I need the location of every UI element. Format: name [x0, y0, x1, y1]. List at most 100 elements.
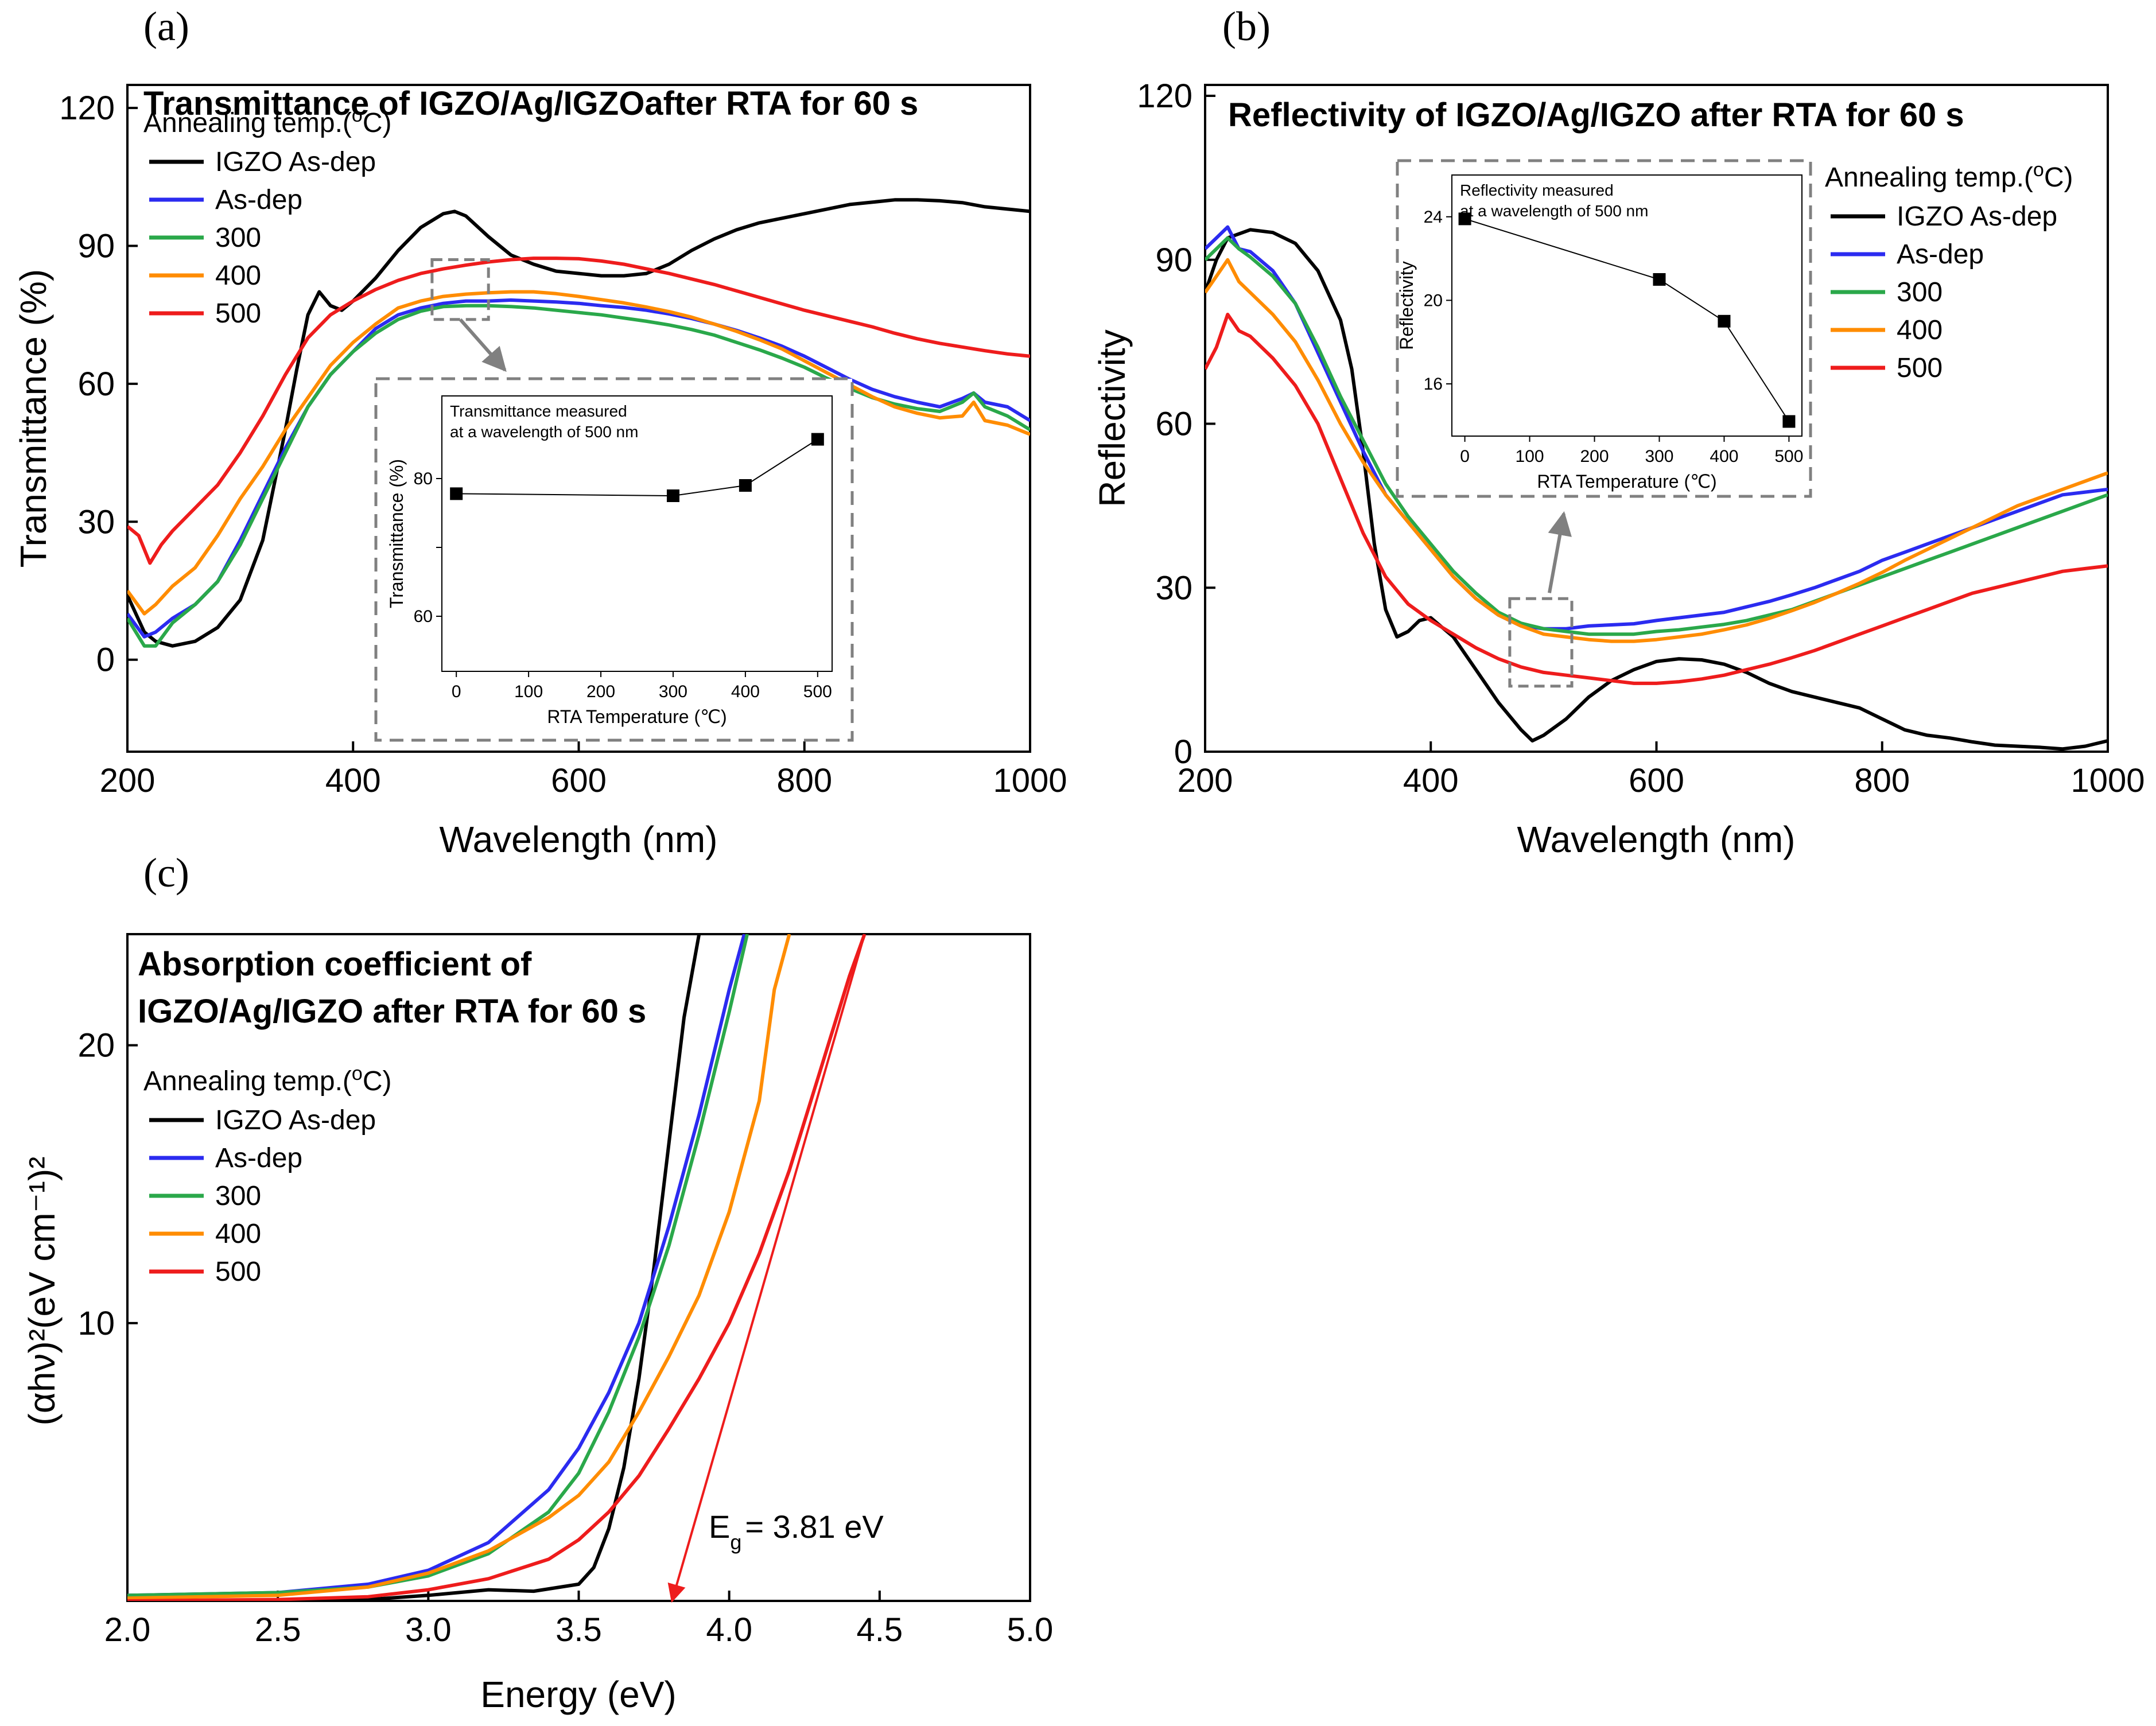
- inset-note-line1: Reflectivity measured: [1460, 181, 1614, 199]
- inset-y-tick-label: 60: [414, 607, 433, 626]
- panel-c-legend: Annealing temp.(oC) IGZO As-dep As-dep 300 4…: [143, 1063, 391, 1287]
- inset-y-tick-label: 16: [1424, 375, 1443, 394]
- x-tick-label: 400: [325, 762, 381, 799]
- inset-x-tick-label: 200: [1580, 447, 1609, 466]
- legend-label: As-dep: [215, 1143, 302, 1173]
- x-tick-label: 400: [1403, 762, 1459, 799]
- x-tick-label: 2.5: [255, 1611, 301, 1649]
- legend-title-end: C): [2044, 162, 2073, 193]
- inset-plot-area: [441, 395, 833, 672]
- x-tick-label: 1000: [2070, 762, 2145, 799]
- x-tick-label: 3.0: [405, 1611, 452, 1649]
- panel-a-title: Transmittance of IGZO/Ag/IGZOafter RTA f…: [143, 85, 918, 122]
- eg-value: = 3.81 eV: [745, 1509, 884, 1545]
- y-tick-label: 30: [77, 503, 115, 541]
- panel-c-plot-area: [126, 933, 1031, 1602]
- series-line-as-dep: [127, 298, 1030, 639]
- series-line-400: [1205, 258, 2108, 643]
- inset-marker: [450, 487, 463, 500]
- x-tick-label: 200: [1178, 762, 1233, 799]
- y-tick-label: 20: [77, 1027, 115, 1064]
- inset-x-tick-label: 300: [659, 682, 687, 701]
- inset-x-tick-label: 100: [514, 682, 543, 701]
- y-tick-label: 60: [77, 366, 115, 403]
- panel-c-chart: 2.0 2.5 3.0 3.5 4.0 4.5 5.0 10 20 Absorption coe…: [21, 933, 1054, 1715]
- inset-x-tick-label: 400: [731, 682, 760, 701]
- legend-label: 500: [215, 1257, 261, 1287]
- legend-label: 300: [215, 223, 261, 253]
- inset-x-tick-label: 300: [1645, 447, 1673, 466]
- x-tick-label: 4.0: [706, 1611, 752, 1649]
- zoom-arrow: [1548, 511, 1572, 593]
- legend-title-sup: o: [352, 1063, 363, 1084]
- series-line-400: [127, 934, 791, 1600]
- inset-xlabel: RTA Temperature (℃): [547, 706, 727, 727]
- eg-label-sub: g: [730, 1530, 741, 1554]
- y-tick-label: 90: [77, 227, 115, 265]
- inset-xlabel: RTA Temperature (℃): [1537, 471, 1716, 492]
- legend-title-end: C): [363, 108, 392, 138]
- legend-label: 400: [1897, 315, 1943, 345]
- inset-y-tick-label: 20: [1424, 291, 1443, 310]
- inset-marker: [811, 433, 824, 446]
- x-tick-label: 5.0: [1007, 1611, 1054, 1649]
- series-line-400: [127, 290, 1030, 616]
- panel-b-legend: Annealing temp.(oC) IGZO As-dep As-dep 300 4…: [1825, 159, 2073, 383]
- y-tick-label: 120: [1137, 77, 1192, 115]
- zoom-box: [1508, 597, 1574, 688]
- panel-c-eg-annotation: Eg = 3.81 eV: [667, 934, 884, 1603]
- series-line-as-dep: [1205, 225, 2108, 631]
- x-tick-label: 4.5: [857, 1611, 903, 1649]
- inset-note-line2: at a wavelength of 500 nm: [1460, 202, 1648, 220]
- panel-c-series: [127, 934, 867, 1601]
- panel-c-title-line1: Absorption coefficient of: [138, 946, 532, 983]
- legend-label: IGZO As-dep: [1897, 201, 2057, 232]
- panel-c-ylabel: (αhν)²(eV cm⁻¹)²: [21, 1157, 63, 1426]
- x-tick-label: 1000: [993, 762, 1067, 799]
- inset-x-tick-label: 500: [1774, 447, 1803, 466]
- inset-x-tick-label: 400: [1710, 447, 1738, 466]
- zoom-arrow: [459, 318, 507, 372]
- x-tick-label: 2.0: [104, 1611, 151, 1649]
- y-tick-label: 0: [96, 642, 115, 679]
- legend-label: 400: [215, 1219, 261, 1249]
- legend-label: 500: [1897, 353, 1943, 383]
- panel-b-title: Reflectivity of IGZO/Ag/IGZO after RTA f…: [1228, 96, 1964, 134]
- panel-a-ylabel: Transmittance (%): [13, 269, 54, 567]
- legend-label: 400: [215, 261, 261, 291]
- inset-marker: [1458, 212, 1471, 226]
- y-tick-label: 60: [1155, 406, 1192, 443]
- y-tick-label: 0: [1174, 733, 1192, 771]
- inset-marker: [666, 489, 679, 502]
- inset-x-tick-label: 200: [586, 682, 615, 701]
- legend-title-sup: o: [352, 104, 363, 126]
- y-tick-label: 90: [1155, 242, 1192, 279]
- legend-title: Annealing temp.(oC): [1825, 159, 2073, 193]
- panel-b-ylabel: Reflectivity: [1091, 329, 1133, 507]
- legend-title: Annealing temp.(oC): [143, 104, 391, 138]
- legend-title-end: C): [363, 1066, 392, 1097]
- legend-label: IGZO As-dep: [215, 1105, 376, 1136]
- inset-plot-area: [1451, 174, 1803, 437]
- series-line-500: [127, 934, 867, 1601]
- y-tick-label: 10: [77, 1305, 115, 1342]
- inset-x-tick-label: 500: [803, 682, 832, 701]
- x-tick-label: 800: [1854, 762, 1910, 799]
- panel-a-series: [127, 198, 1030, 648]
- zoom-box: [430, 258, 490, 321]
- x-tick-label: 600: [551, 762, 607, 799]
- panel-c-xlabel: Energy (eV): [480, 1674, 676, 1715]
- inset-marker: [1782, 415, 1796, 428]
- panel-c-letter: (c): [143, 850, 189, 896]
- panel-a-legend: Annealing temp.(oC) IGZO As-dep As-dep 300 4…: [143, 104, 391, 329]
- panel-b-inset: 0 100 200 300 400 500 16 20 24 RTA Temperature (℃…: [1396, 159, 1812, 688]
- legend-label: As-dep: [1897, 239, 1984, 270]
- legend-label: 300: [215, 1181, 261, 1211]
- y-tick-label: 120: [59, 90, 115, 127]
- legend-label: IGZO As-dep: [215, 147, 376, 177]
